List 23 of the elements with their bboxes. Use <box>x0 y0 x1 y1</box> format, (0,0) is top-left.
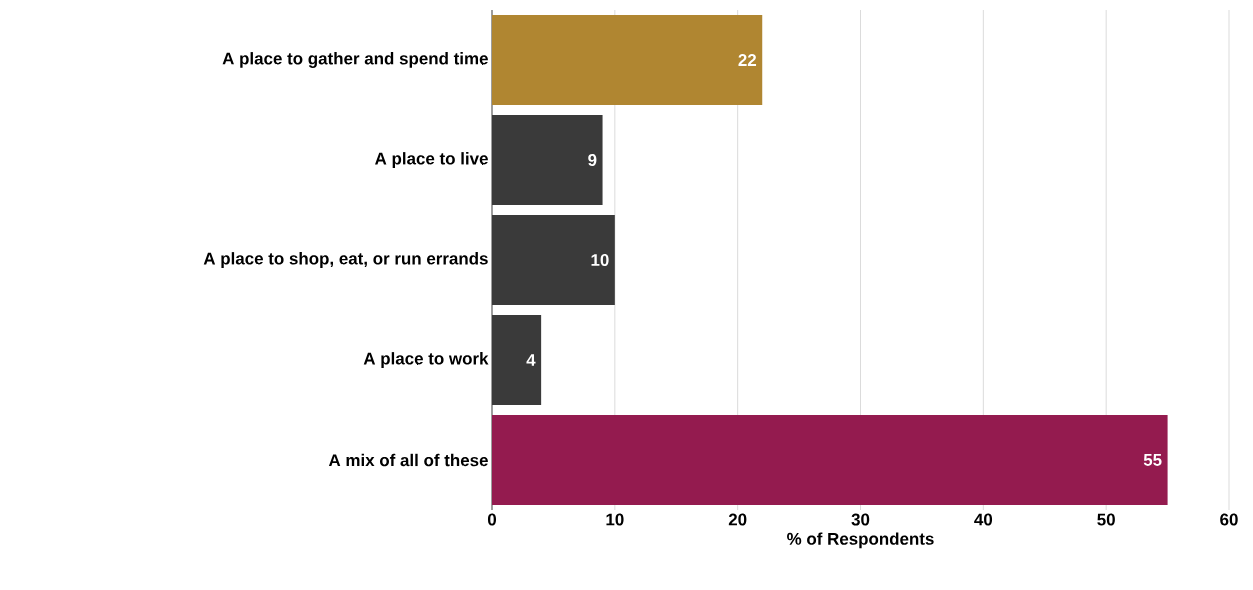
x-tick-label: 10 <box>606 513 624 526</box>
y-tick-label: A place to work <box>363 352 489 368</box>
data-label: 9 <box>588 154 597 167</box>
y-tick-label: A place to gather and spend time <box>222 52 488 68</box>
y-tick-label: A mix of all of these <box>328 453 488 467</box>
data-label: 55 <box>1143 454 1162 466</box>
x-tick-label: 20 <box>728 513 747 526</box>
y-tick-label: A place to shop, eat, or run errands <box>203 252 488 268</box>
data-label: 4 <box>526 354 536 366</box>
x-tick-label: 40 <box>974 513 993 526</box>
x-tick-label: 30 <box>851 513 870 526</box>
data-label: 22 <box>738 54 757 66</box>
x-tick-label: 60 <box>1220 513 1238 526</box>
bar <box>492 15 763 105</box>
data-label: 10 <box>591 254 609 267</box>
x-tick-label: 0 <box>487 513 497 526</box>
bar <box>492 115 603 205</box>
x-axis-title: % of Respondents <box>787 532 934 549</box>
y-tick-label: A place to live <box>375 152 488 168</box>
bar <box>492 415 1168 506</box>
bar <box>492 315 542 406</box>
x-tick-label: 50 <box>1097 513 1115 526</box>
bar <box>492 215 615 306</box>
